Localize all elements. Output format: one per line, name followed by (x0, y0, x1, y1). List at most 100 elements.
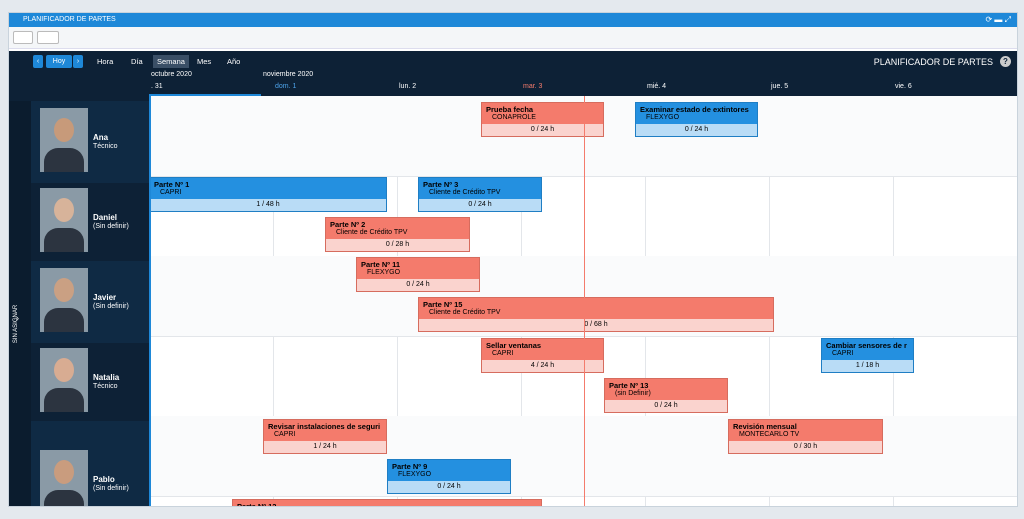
event-hours-bar: 4 / 24 h (482, 360, 603, 372)
event-card[interactable]: Parte Nº 2 Cliente de Crédito TPV 0 / 28 h (325, 217, 470, 252)
event-card[interactable]: Parte Nº 12 (232, 499, 542, 507)
event-title: Prueba fecha (486, 105, 534, 114)
event-client: (sin Definir) (615, 390, 651, 397)
event-hours-bar: 0 / 24 h (388, 481, 510, 493)
event-hours-bar: 0 / 28 h (326, 239, 469, 251)
resource-row: Ana Técnico (31, 103, 149, 181)
event-client: MONTECARLO TV (739, 431, 800, 438)
month-label: octubre 2020 (151, 71, 192, 78)
event-card[interactable]: Sellar ventanas CAPRI 4 / 24 h (481, 338, 604, 373)
event-client: CAPRI (832, 350, 854, 357)
event-card[interactable]: Parte Nº 3 Cliente de Crédito TPV 0 / 24 h (418, 177, 542, 212)
event-client: CONAPROLE (492, 114, 536, 121)
event-hours-bar: 0 / 30 h (729, 441, 882, 453)
view-tab[interactable]: Semana (153, 55, 189, 68)
view-tab[interactable]: Día (131, 57, 143, 66)
event-hours-bar: 0 / 24 h (357, 279, 479, 291)
event-title: Parte Nº 9 (392, 462, 428, 471)
photo-head (54, 278, 74, 302)
event-client: Cliente de Crédito TPV (429, 189, 501, 196)
photo-body (44, 228, 84, 252)
event-hours: 0 / 28 h (385, 241, 410, 248)
window: PLANIFICADOR DE PARTES ⟳ ▬ ⤢ ‹ Hoy › Hor… (8, 12, 1018, 507)
day-label: jue. 5 (771, 83, 789, 90)
event-hours-bar: 1 / 24 h (264, 441, 386, 453)
resource-photo (40, 450, 88, 506)
next-button[interactable]: › (73, 55, 83, 68)
list-button[interactable] (13, 31, 33, 44)
resource-row: Natalia Técnico (31, 343, 149, 421)
event-title: Parte Nº 11 (361, 260, 401, 269)
event-hours: 4 / 24 h (530, 362, 555, 369)
event-client: CAPRI (274, 431, 296, 438)
event-card[interactable]: Parte Nº 13 (sin Definir) 0 / 24 h (604, 378, 728, 413)
day-divider (1017, 96, 1018, 507)
event-card[interactable]: Revisar instalaciones de seguri CAPRI 1 / … (263, 419, 387, 454)
event-hours: 1 / 18 h (855, 362, 880, 369)
today-button[interactable]: Hoy (46, 55, 72, 68)
resource-photo (40, 348, 88, 412)
resource-role: (Sin definir) (93, 485, 129, 492)
event-card[interactable]: Revisión mensual MONTECARLO TV 0 / 30 h (728, 419, 883, 454)
expand-arrow[interactable]: › (16, 313, 19, 323)
event-hours: 0 / 24 h (530, 126, 555, 133)
window-controls[interactable]: ⟳ ▬ ⤢ (985, 15, 1011, 24)
event-title: Sellar ventanas (486, 341, 542, 350)
unassigned-label: SIN ASIGNAR (13, 304, 20, 344)
scheduler-title: PLANIFICADOR DE PARTES (873, 57, 993, 67)
filter-button[interactable] (37, 31, 59, 44)
event-card[interactable]: Cambiar sensores de r CAPRI 1 / 18 h (821, 338, 914, 373)
event-card[interactable]: Parte Nº 1 CAPRI 1 / 48 h (151, 177, 387, 212)
view-tab[interactable]: Año (227, 57, 241, 66)
event-card[interactable]: Parte Nº 11 FLEXYGO 0 / 24 h (356, 257, 480, 292)
photo-head (54, 198, 74, 222)
resource-photo (40, 108, 88, 172)
scheduler: ‹ Hoy › Hora Día Semana Mes Año PLANIFICADOR… (9, 51, 1018, 507)
help-button[interactable]: ? (1000, 56, 1011, 67)
event-title: Examinar estado de extintores (640, 105, 749, 114)
event-card[interactable]: Examinar estado de extintores FLEXYGO 0 / … (635, 102, 758, 137)
photo-body (44, 148, 84, 172)
event-title: Parte Nº 1 (154, 180, 190, 189)
day-label: . 31 (151, 83, 163, 90)
resource-column: Ana Técnico Daniel (Sin definir) Javier (Sin … (31, 101, 149, 506)
resource-name: Natalia (93, 373, 120, 382)
event-card[interactable]: Prueba fecha CONAPROLE 0 / 24 h (481, 102, 604, 137)
day-label: mar. 3 (523, 83, 543, 90)
toolbar (9, 27, 1017, 49)
event-hours-bar: 0 / 24 h (605, 400, 727, 412)
view-tab[interactable]: Mes (197, 57, 212, 66)
photo-body (44, 490, 84, 506)
event-title: Parte Nº 13 (609, 381, 649, 390)
event-hours-bar: 1 / 18 h (822, 360, 913, 372)
resource-name: Ana (93, 133, 109, 142)
event-title: Parte Nº 12 (237, 502, 277, 507)
event-hours: 1 / 24 h (313, 443, 337, 450)
event-hours: 0 / 24 h (406, 281, 430, 288)
event-hours-bar: 0 / 24 h (636, 124, 757, 136)
event-hours: 0 / 24 h (468, 201, 492, 208)
unassigned-panel[interactable]: SIN ASIGNAR › (9, 101, 31, 506)
resource-row: Pablo (Sin definir) (31, 423, 149, 506)
photo-head (54, 460, 74, 484)
view-tab[interactable]: Hora (97, 57, 114, 66)
prev-button[interactable]: ‹ (33, 55, 43, 68)
event-title: Parte Nº 3 (423, 180, 459, 189)
event-hours-bar: 1 / 48 h (151, 199, 386, 211)
day-label: vie. 6 (895, 83, 912, 90)
day-label: dom. 1 (275, 83, 297, 90)
event-client: CAPRI (492, 350, 514, 357)
event-client: Cliente de Crédito TPV (336, 229, 408, 236)
event-title: Parte Nº 2 (330, 220, 366, 229)
month-label: noviembre 2020 (263, 71, 314, 78)
event-card[interactable]: Parte Nº 9 FLEXYGO 0 / 24 h (387, 459, 511, 494)
event-card[interactable]: Parte Nº 15 Cliente de Crédito TPV 0 / 68 … (418, 297, 774, 332)
resource-name: Pablo (93, 475, 115, 484)
event-hours: 0 / 24 h (684, 126, 709, 133)
event-hours: 0 / 68 h (584, 321, 608, 328)
resource-row: Daniel (Sin definir) (31, 183, 149, 261)
event-hours: 0 / 30 h (793, 443, 818, 450)
event-client: FLEXYGO (398, 471, 432, 478)
photo-body (44, 308, 84, 332)
